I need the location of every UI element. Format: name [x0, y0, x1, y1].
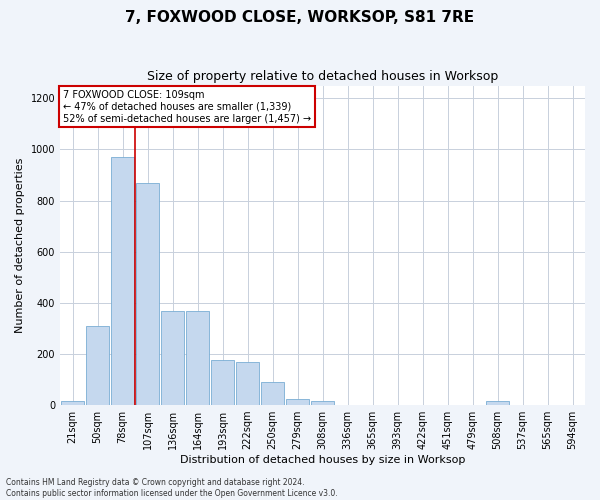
Text: Contains HM Land Registry data © Crown copyright and database right 2024.
Contai: Contains HM Land Registry data © Crown c… [6, 478, 338, 498]
Bar [261, 382, 284, 405]
Bar [286, 398, 309, 405]
Bar [111, 157, 134, 405]
Bar [136, 182, 159, 405]
Bar [61, 401, 84, 405]
Bar [186, 310, 209, 405]
Y-axis label: Number of detached properties: Number of detached properties [15, 158, 25, 333]
X-axis label: Distribution of detached houses by size in Worksop: Distribution of detached houses by size … [180, 455, 465, 465]
Bar [311, 401, 334, 405]
Title: Size of property relative to detached houses in Worksop: Size of property relative to detached ho… [147, 70, 498, 83]
Bar [86, 326, 109, 405]
Text: 7, FOXWOOD CLOSE, WORKSOP, S81 7RE: 7, FOXWOOD CLOSE, WORKSOP, S81 7RE [125, 10, 475, 25]
Bar [236, 362, 259, 405]
Bar [161, 310, 184, 405]
Bar [211, 360, 234, 405]
Text: 7 FOXWOOD CLOSE: 109sqm
← 47% of detached houses are smaller (1,339)
52% of semi: 7 FOXWOOD CLOSE: 109sqm ← 47% of detache… [62, 90, 311, 124]
Bar [486, 401, 509, 405]
